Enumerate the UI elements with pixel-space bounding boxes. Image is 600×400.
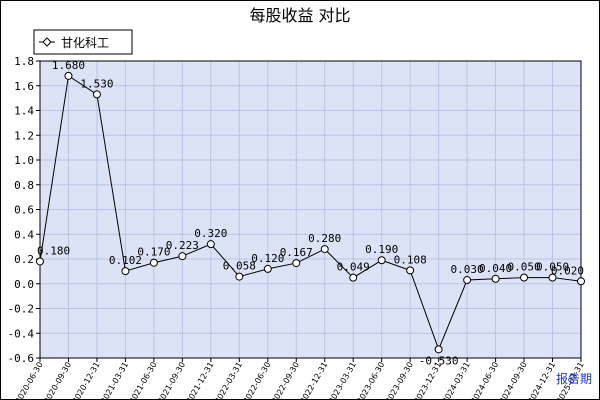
data-point — [548, 273, 557, 282]
data-label: 0.320 — [194, 227, 227, 240]
y-tick-label: 1.6 — [14, 80, 34, 93]
x-tick-label: 2022-09-30 — [270, 361, 301, 400]
y-axis: -0.6 -0.4 -0.2 0.0 0.2 0.4 0.6 0.8 1.0 1.2 1.4 1.6 1… — [8, 55, 41, 365]
y-tick-label: 0.8 — [14, 179, 34, 192]
series-line — [39, 75, 582, 351]
data-point — [320, 245, 329, 254]
data-label: 0.190 — [365, 243, 398, 256]
data-point — [121, 267, 130, 276]
y-tick-label: -0.6 — [8, 352, 35, 365]
data-point — [406, 266, 415, 275]
x-tick-label: 2023-09-30 — [384, 361, 415, 400]
data-label: 1.680 — [52, 59, 85, 72]
x-tick-label: 2024-12-31 — [526, 361, 557, 400]
data-point — [36, 257, 44, 266]
data-point — [349, 273, 358, 282]
data-label: 0.120 — [251, 252, 284, 265]
legend-label: 甘化科工 — [61, 36, 109, 50]
x-axis: 2020-06-302020-09-302020-12-312021-03-31… — [14, 357, 586, 400]
data-label: 0.102 — [109, 254, 142, 267]
y-tick-label: 1.8 — [14, 55, 34, 68]
data-point — [92, 90, 101, 99]
x-axis-corner-label: 报告期 — [556, 371, 592, 386]
data-point — [292, 259, 301, 268]
chart-title: 每股收益 对比 — [249, 6, 350, 25]
data-point — [434, 345, 443, 354]
x-tick-label: 2022-12-31 — [298, 361, 329, 400]
data-point — [206, 240, 215, 249]
data-point — [149, 258, 158, 267]
data-label: 0.223 — [166, 239, 199, 252]
y-tick-label: 1.2 — [14, 129, 34, 142]
grid-lines — [39, 60, 582, 359]
data-label: 0.049 — [337, 261, 370, 274]
data-label: 0.020 — [551, 264, 584, 277]
y-tick-label: -0.2 — [8, 303, 35, 316]
x-tick-label: 2021-09-30 — [156, 361, 187, 400]
x-tick-label: 2020-09-30 — [42, 361, 73, 400]
data-point — [520, 273, 529, 282]
data-point — [64, 71, 73, 80]
data-label: 0.108 — [394, 253, 427, 266]
x-tick-label: 2022-03-31 — [213, 361, 244, 400]
data-point — [263, 264, 272, 273]
y-tick-label: -0.4 — [8, 327, 35, 340]
x-tick-label: 2023-03-31 — [327, 361, 358, 400]
x-tick-label: 2023-06-30 — [355, 361, 386, 400]
y-tick-label: 0.6 — [14, 204, 34, 217]
data-point — [463, 276, 472, 285]
x-tick-label: 2021-03-31 — [99, 361, 130, 400]
data-label: 1.530 — [80, 77, 113, 90]
data-label: 0.180 — [37, 244, 70, 257]
x-tick-label: 2020-06-30 — [14, 361, 45, 400]
data-label: 0.050 — [536, 261, 569, 274]
x-tick-label: 2020-12-31 — [71, 361, 102, 400]
x-tick-label: 2024-06-30 — [469, 361, 500, 400]
data-point — [491, 274, 500, 283]
data-label: 0.280 — [308, 232, 341, 245]
data-label: 0.030 — [451, 263, 484, 276]
y-tick-label: 0.2 — [14, 253, 34, 266]
y-tick-label: 0.4 — [14, 228, 34, 241]
legend: 甘化科工 — [33, 29, 133, 55]
y-tick-label: 1.4 — [14, 105, 34, 118]
y-tick-label: 0.0 — [14, 278, 34, 291]
x-tick-label: 2021-06-30 — [128, 361, 159, 400]
y-tick-label: 1.0 — [14, 154, 34, 167]
data-point — [577, 277, 585, 286]
data-label: 0.050 — [507, 261, 540, 274]
x-tick-label: 2021-12-31 — [185, 361, 216, 400]
data-point — [178, 252, 187, 261]
data-label: 0.170 — [137, 246, 170, 259]
legend-marker-icon — [42, 37, 52, 47]
data-label: -0.530 — [419, 354, 459, 367]
data-label: 0.040 — [479, 262, 512, 275]
x-tick-label: 2024-09-30 — [498, 361, 529, 400]
data-point — [235, 272, 244, 281]
x-tick-label: 2022-06-30 — [241, 361, 272, 400]
data-label: 0.058 — [223, 260, 256, 273]
data-point — [377, 256, 386, 265]
data-label: 0.167 — [280, 246, 313, 259]
